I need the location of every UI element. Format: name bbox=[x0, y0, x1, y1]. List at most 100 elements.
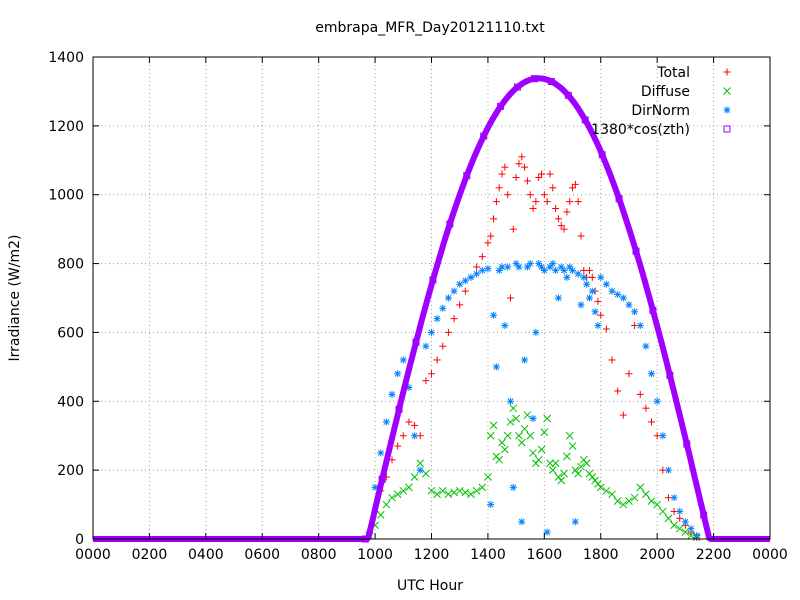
data-point bbox=[478, 266, 486, 274]
legend-item: Total bbox=[656, 65, 731, 81]
y-tick-label: 1200 bbox=[48, 119, 84, 135]
data-point bbox=[450, 488, 458, 497]
legend-marker bbox=[723, 125, 731, 133]
legend-label: 1380*cos(zth) bbox=[591, 122, 690, 138]
data-point bbox=[399, 486, 408, 495]
curve-point bbox=[666, 371, 674, 379]
data-point bbox=[571, 518, 579, 526]
curve-point bbox=[581, 116, 589, 124]
data-point bbox=[591, 308, 599, 316]
data-point bbox=[543, 414, 552, 423]
data-point bbox=[577, 462, 585, 471]
data-point bbox=[506, 294, 514, 302]
data-point bbox=[588, 273, 596, 281]
data-point bbox=[512, 414, 520, 423]
data-point bbox=[642, 404, 650, 412]
data-point bbox=[455, 486, 464, 495]
curve-point bbox=[497, 102, 505, 110]
data-point bbox=[571, 180, 579, 188]
data-point bbox=[473, 263, 481, 271]
data-point bbox=[653, 397, 661, 405]
data-point bbox=[523, 177, 531, 185]
x-tick-label: 0400 bbox=[188, 547, 224, 563]
data-point bbox=[534, 455, 543, 464]
data-point bbox=[585, 294, 593, 302]
x-tick-label: 0000 bbox=[75, 547, 111, 563]
data-point bbox=[515, 160, 523, 168]
data-point bbox=[450, 287, 458, 295]
legend-item: DirNorm bbox=[631, 103, 731, 119]
data-point bbox=[377, 449, 385, 457]
data-point bbox=[523, 411, 532, 419]
data-point bbox=[549, 184, 557, 192]
data-point bbox=[520, 424, 529, 433]
data-point bbox=[557, 476, 566, 485]
data-point bbox=[518, 518, 526, 526]
data-point bbox=[554, 215, 562, 223]
data-point bbox=[399, 356, 407, 364]
data-point bbox=[549, 260, 557, 268]
data-point bbox=[625, 370, 633, 378]
data-point bbox=[503, 431, 512, 440]
data-point bbox=[512, 174, 520, 181]
data-point bbox=[664, 466, 672, 474]
data-point bbox=[529, 449, 537, 457]
data-point bbox=[619, 294, 627, 302]
curve-point bbox=[412, 338, 420, 346]
data-point bbox=[580, 273, 588, 281]
data-point bbox=[484, 239, 492, 247]
data-point bbox=[518, 153, 526, 161]
data-point bbox=[563, 208, 571, 216]
data-point bbox=[526, 431, 535, 440]
data-point bbox=[438, 486, 447, 495]
data-point bbox=[566, 198, 574, 206]
data-point bbox=[560, 469, 568, 478]
data-point bbox=[393, 490, 402, 499]
data-point bbox=[394, 370, 402, 378]
curve-point bbox=[547, 77, 555, 85]
curve-point bbox=[395, 405, 403, 413]
series-dirnorm bbox=[365, 260, 701, 540]
data-point bbox=[506, 397, 514, 405]
data-point bbox=[526, 191, 534, 199]
data-point bbox=[540, 266, 548, 274]
series-total bbox=[365, 153, 701, 541]
curve-point bbox=[598, 151, 606, 159]
data-point bbox=[636, 322, 644, 330]
data-point bbox=[613, 497, 622, 505]
data-point bbox=[394, 442, 402, 450]
data-point bbox=[399, 432, 407, 440]
data-point bbox=[501, 322, 509, 330]
data-point bbox=[676, 514, 684, 522]
legend-label: DirNorm bbox=[631, 103, 690, 119]
data-point bbox=[405, 418, 413, 426]
data-point bbox=[478, 253, 486, 261]
data-point bbox=[433, 315, 441, 323]
data-point bbox=[433, 490, 441, 499]
data-point bbox=[444, 294, 452, 302]
data-point bbox=[670, 494, 678, 502]
data-point bbox=[619, 500, 628, 509]
data-point bbox=[487, 232, 495, 240]
data-point bbox=[484, 473, 492, 481]
data-point bbox=[422, 469, 430, 478]
data-point bbox=[552, 266, 560, 274]
data-point bbox=[427, 486, 436, 495]
data-point bbox=[676, 507, 684, 515]
data-point bbox=[577, 232, 585, 240]
data-point bbox=[608, 356, 616, 364]
x-axis-label: UTC Hour bbox=[397, 578, 463, 594]
data-point bbox=[642, 490, 650, 499]
data-point bbox=[636, 483, 645, 492]
y-tick-label: 1000 bbox=[48, 188, 84, 204]
data-point bbox=[495, 455, 504, 464]
data-point bbox=[411, 432, 419, 440]
data-point bbox=[467, 273, 475, 281]
data-point bbox=[630, 493, 639, 502]
data-point bbox=[681, 518, 689, 526]
legend-label: Total bbox=[656, 65, 690, 81]
data-point bbox=[687, 525, 695, 533]
data-point bbox=[529, 204, 537, 212]
data-point bbox=[631, 308, 639, 316]
